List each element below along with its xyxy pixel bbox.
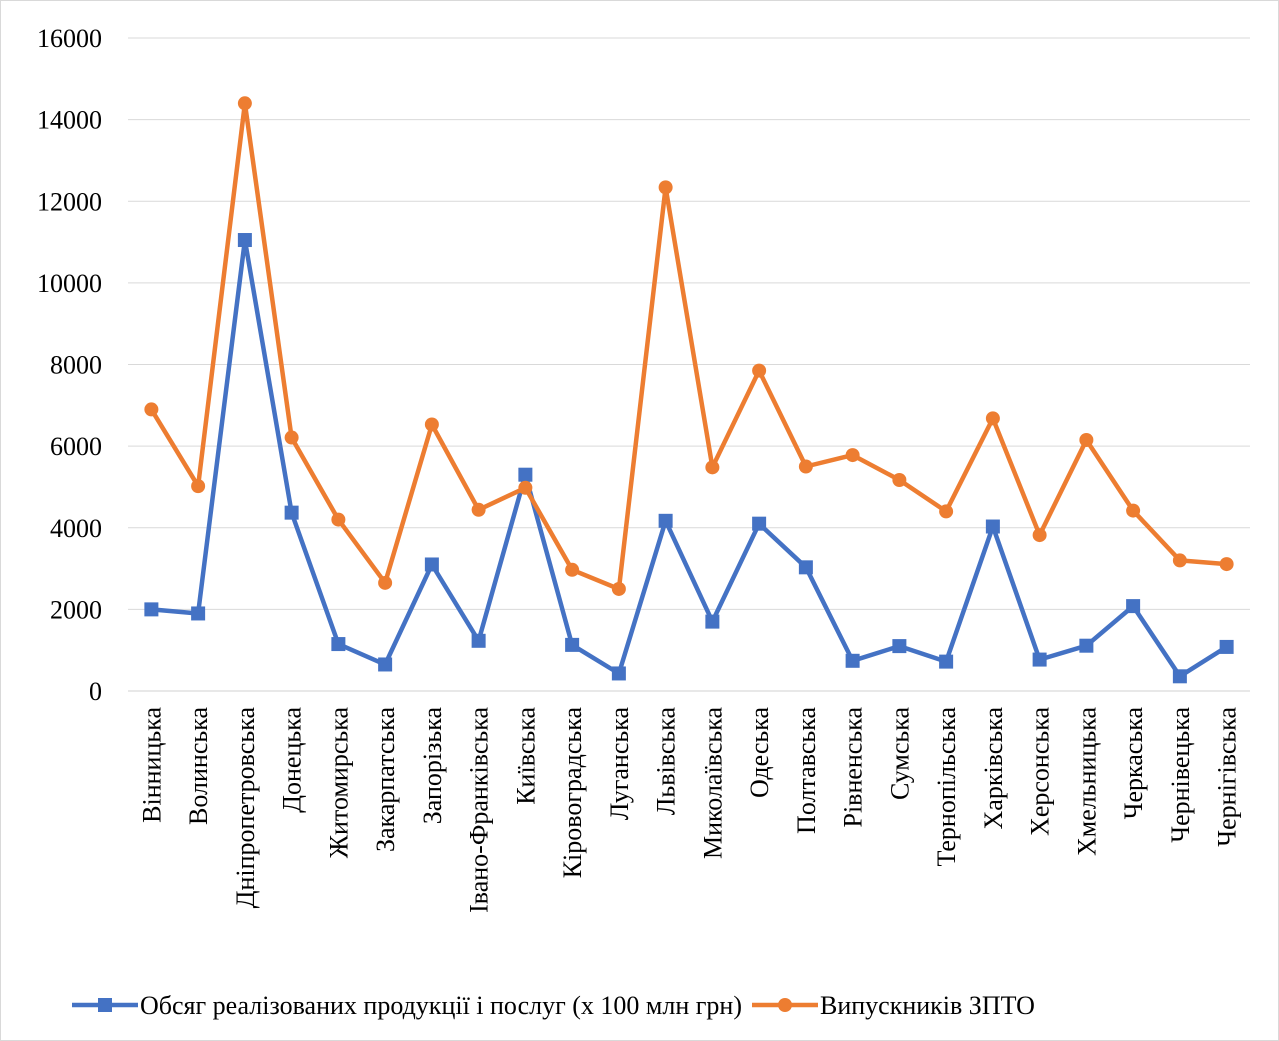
y-tick-label: 14000 [37,106,102,135]
data-point-series-2 [985,411,1000,426]
data-point-series-1 [611,666,626,681]
data-point-series-1 [1219,639,1234,654]
data-point-series-2 [1079,433,1094,448]
data-point-series-2 [1032,528,1047,543]
data-point-series-1 [1126,599,1141,614]
x-tick-label: Одеська [745,707,774,798]
x-tick-label: Полтавська [792,707,821,834]
series-line-1 [149,237,1229,679]
x-tick-label: Вінницька [137,707,166,823]
data-point-series-2 [284,430,299,445]
y-tick-label: 4000 [50,514,102,543]
x-tick-label: Тернопільська [932,707,961,867]
x-tick-label: Закарпатська [371,707,400,852]
x-tick-label: Чернівецька [1166,707,1195,843]
data-point-series-2 [939,504,954,519]
legend-label: Випускників ЗПТО [820,991,1035,1020]
data-point-series-1 [191,606,206,621]
x-tick-label: Чернігівська [1213,707,1242,847]
x-tick-label: Івано-Франківська [465,707,494,913]
legend-item-2: Випускників ЗПТО [752,991,1035,1020]
legend-marker [98,998,112,1012]
x-tick-label: Сумська [885,707,914,800]
data-point-series-2 [237,96,252,111]
legend-item-1: Обсяг реалізованих продукції і послуг (х… [72,991,742,1020]
x-tick-label: Херсонська [1026,707,1055,836]
x-tick-label: Хмельницька [1072,707,1101,856]
data-point-series-1 [939,654,954,669]
legend: Обсяг реалізованих продукції і послуг (х… [72,991,1035,1020]
data-point-series-2 [798,459,813,474]
y-axis-tick-labels: 0 2000 4000 6000 8000 10000 12000 14000 16000 [37,24,102,706]
series-layer [144,96,1234,684]
x-tick-label: Рівненська [839,707,868,828]
x-tick-label: Львівська [652,707,681,816]
data-point-series-2 [471,502,486,517]
gridlines [128,37,1250,692]
x-tick-label: Дніпропетровська [231,707,260,909]
data-point-series-2 [658,180,673,195]
legend-label: Обсяг реалізованих продукції і послуг (х… [140,991,742,1020]
x-tick-label: Кіровоградська [558,707,587,879]
data-point-series-1 [845,653,860,668]
data-point-series-2 [1172,553,1187,568]
y-tick-label: 8000 [50,351,102,380]
x-tick-label: Миколаївська [698,707,727,859]
data-point-series-2 [424,417,439,432]
data-point-series-1 [1032,652,1047,667]
y-tick-label: 10000 [37,269,102,298]
x-tick-label: Луганська [605,707,634,821]
data-point-series-2 [892,472,907,487]
data-point-series-1 [565,637,580,652]
legend-marker [778,998,792,1012]
data-point-series-2 [378,575,393,590]
x-tick-label: Волинська [184,707,213,825]
data-point-series-2 [1126,503,1141,518]
x-axis-tick-labels: Вінницька Волинська Дніпропетровська Донець… [137,707,1241,913]
data-point-series-2 [331,512,346,527]
data-point-series-1 [284,505,299,520]
data-point-series-2 [565,562,580,577]
data-point-series-1 [892,639,907,654]
data-point-series-1 [424,557,439,572]
x-tick-label: Черкаська [1119,707,1148,820]
data-point-series-1 [798,560,813,575]
data-point-series-1 [658,513,673,528]
y-tick-label: 2000 [50,595,102,624]
data-point-series-2 [144,402,159,417]
data-point-series-2 [1219,557,1234,572]
data-point-series-1 [144,602,159,617]
x-tick-label: Запорізька [418,707,447,825]
data-point-series-1 [518,467,533,482]
data-point-series-1 [1079,638,1094,653]
data-point-series-1 [378,657,393,672]
data-point-series-2 [518,480,533,495]
data-point-series-1 [331,637,346,652]
data-point-series-1 [237,233,252,248]
y-tick-label: 0 [89,677,102,706]
x-tick-label: Донецька [278,707,307,813]
x-tick-label: Житомирська [324,707,353,859]
data-point-series-2 [752,363,767,378]
y-tick-label: 12000 [37,187,102,216]
data-point-series-2 [611,581,626,596]
data-point-series-1 [705,614,720,629]
series-line-2 [149,101,1229,592]
y-tick-label: 16000 [37,24,102,53]
data-point-series-1 [985,519,1000,534]
x-tick-label: Київська [511,707,540,805]
x-tick-label: Харківська [979,707,1008,830]
data-point-series-1 [752,516,767,531]
data-point-series-2 [705,460,720,475]
data-point-series-2 [191,479,206,494]
data-point-series-1 [1172,669,1187,684]
data-point-series-1 [471,633,486,648]
data-point-series-2 [845,448,860,463]
y-tick-label: 6000 [50,432,102,461]
